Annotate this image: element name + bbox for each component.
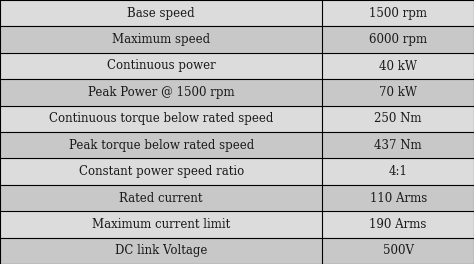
Bar xyxy=(322,211,474,238)
Text: Constant power speed ratio: Constant power speed ratio xyxy=(79,165,244,178)
Bar xyxy=(0,0,322,26)
Bar xyxy=(322,238,474,264)
Text: 190 Arms: 190 Arms xyxy=(369,218,427,231)
Bar xyxy=(322,132,474,158)
Text: Continuous torque below rated speed: Continuous torque below rated speed xyxy=(49,112,273,125)
Bar xyxy=(0,79,322,106)
Bar xyxy=(322,0,474,26)
Bar xyxy=(0,132,322,158)
Bar xyxy=(322,53,474,79)
Text: Rated current: Rated current xyxy=(119,191,203,205)
Text: Peak Power @ 1500 rpm: Peak Power @ 1500 rpm xyxy=(88,86,235,99)
Text: 110 Arms: 110 Arms xyxy=(370,191,427,205)
Text: 40 kW: 40 kW xyxy=(379,59,417,73)
Bar xyxy=(322,106,474,132)
Text: Peak torque below rated speed: Peak torque below rated speed xyxy=(69,139,254,152)
Text: DC link Voltage: DC link Voltage xyxy=(115,244,207,257)
Text: 6000 rpm: 6000 rpm xyxy=(369,33,427,46)
Text: 250 Nm: 250 Nm xyxy=(374,112,422,125)
Bar xyxy=(0,185,322,211)
Text: 70 kW: 70 kW xyxy=(379,86,417,99)
Bar xyxy=(322,26,474,53)
Bar xyxy=(0,158,322,185)
Bar xyxy=(322,158,474,185)
Text: 500V: 500V xyxy=(383,244,414,257)
Text: 4:1: 4:1 xyxy=(389,165,408,178)
Bar xyxy=(0,53,322,79)
Bar xyxy=(0,211,322,238)
Text: 437 Nm: 437 Nm xyxy=(374,139,422,152)
Bar xyxy=(322,79,474,106)
Text: Maximum current limit: Maximum current limit xyxy=(92,218,230,231)
Text: Maximum speed: Maximum speed xyxy=(112,33,210,46)
Text: Continuous power: Continuous power xyxy=(107,59,216,73)
Text: 1500 rpm: 1500 rpm xyxy=(369,7,427,20)
Bar xyxy=(322,185,474,211)
Bar xyxy=(0,238,322,264)
Text: Base speed: Base speed xyxy=(128,7,195,20)
Bar xyxy=(0,26,322,53)
Bar xyxy=(0,106,322,132)
